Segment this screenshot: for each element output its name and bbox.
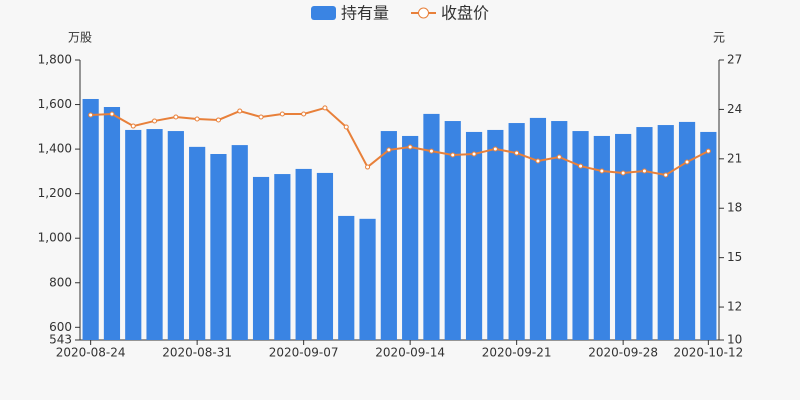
- y-tick-label: 800: [49, 275, 72, 289]
- price-point: [130, 123, 136, 129]
- y2-tick-label: 21: [727, 151, 742, 165]
- bar: [572, 131, 589, 340]
- bar: [210, 154, 227, 340]
- bar: [636, 127, 653, 341]
- y-tick-label: 1,800: [38, 53, 72, 67]
- y-tick-label: 600: [49, 320, 72, 334]
- price-point: [428, 148, 434, 154]
- y2-tick-label: 18: [727, 201, 742, 215]
- price-point: [88, 112, 94, 118]
- price-point: [343, 124, 349, 130]
- x-tick-label: 2020-09-28: [588, 346, 658, 360]
- price-point: [322, 105, 328, 111]
- price-point: [663, 172, 669, 178]
- price-line: [90, 106, 709, 177]
- y2-tick-label: 12: [727, 300, 742, 314]
- bar: [316, 172, 334, 340]
- price-point: [258, 114, 264, 120]
- y2-tick-label: 24: [727, 102, 742, 116]
- price-point: [301, 111, 307, 117]
- bar: [444, 121, 461, 340]
- bar: [465, 131, 483, 340]
- price-point: [599, 168, 605, 174]
- bar: [700, 131, 717, 340]
- legend-swatch: [418, 7, 429, 19]
- bar: [125, 129, 142, 340]
- price-point: [215, 117, 221, 123]
- price-point: [556, 154, 562, 160]
- bar: [103, 107, 121, 340]
- price-point: [386, 147, 392, 153]
- bar: [82, 98, 99, 340]
- bar: [487, 129, 504, 340]
- y2-tick-label: 15: [727, 250, 742, 264]
- price-point: [173, 114, 179, 120]
- bar: [657, 125, 674, 340]
- price-point: [365, 164, 371, 170]
- bar: [167, 131, 184, 340]
- price-point: [578, 163, 584, 169]
- y-unit: 万股: [68, 31, 92, 45]
- y-tick-label: 1,600: [38, 97, 72, 111]
- price-point: [514, 150, 520, 156]
- price-point: [641, 168, 647, 174]
- bar: [508, 123, 525, 341]
- price-point: [535, 158, 541, 164]
- y2-unit: 元: [713, 31, 725, 45]
- x-tick-label: 2020-09-21: [482, 346, 552, 360]
- x-tick-label: 2020-09-07: [269, 346, 339, 360]
- bar: [189, 146, 206, 340]
- bar: [402, 135, 419, 340]
- y-tick-label: 543: [49, 333, 72, 347]
- price-point: [109, 111, 115, 117]
- x-tick-label: 2020-08-31: [162, 346, 232, 360]
- price-point: [152, 118, 158, 124]
- price-point: [450, 152, 456, 158]
- legend-swatch: [311, 6, 336, 20]
- bar: [231, 145, 248, 340]
- bar: [678, 121, 696, 340]
- bar: [274, 174, 291, 340]
- price-point: [492, 146, 498, 152]
- bar: [359, 218, 376, 340]
- price-point: [279, 111, 285, 117]
- price-point: [237, 108, 243, 114]
- x-tick-label: 2020-09-14: [375, 346, 445, 360]
- y2-tick-label: 10: [727, 333, 742, 347]
- bar: [146, 129, 163, 340]
- bar: [551, 121, 568, 340]
- y2-tick-label: 27: [727, 53, 742, 67]
- price-point: [407, 144, 413, 150]
- price-point: [194, 116, 200, 122]
- y-tick-label: 1,200: [38, 186, 72, 200]
- bar: [615, 133, 632, 340]
- bar: [338, 215, 355, 340]
- bar: [423, 113, 440, 340]
- price-point: [620, 170, 626, 176]
- bar: [252, 176, 270, 340]
- y-tick-label: 1,400: [38, 142, 72, 156]
- legend-label: 收盘价: [441, 4, 489, 23]
- price-point: [471, 151, 477, 157]
- bar: [529, 117, 547, 340]
- price-point: [684, 159, 690, 165]
- legend-label: 持有量: [341, 4, 389, 23]
- x-tick-label: 2020-08-24: [56, 346, 126, 360]
- y-tick-label: 1,000: [38, 231, 72, 245]
- bar: [380, 131, 397, 340]
- bar: [593, 135, 610, 340]
- price-point: [705, 148, 711, 154]
- bar: [295, 168, 312, 340]
- x-tick-label: 2020-10-12: [673, 346, 743, 360]
